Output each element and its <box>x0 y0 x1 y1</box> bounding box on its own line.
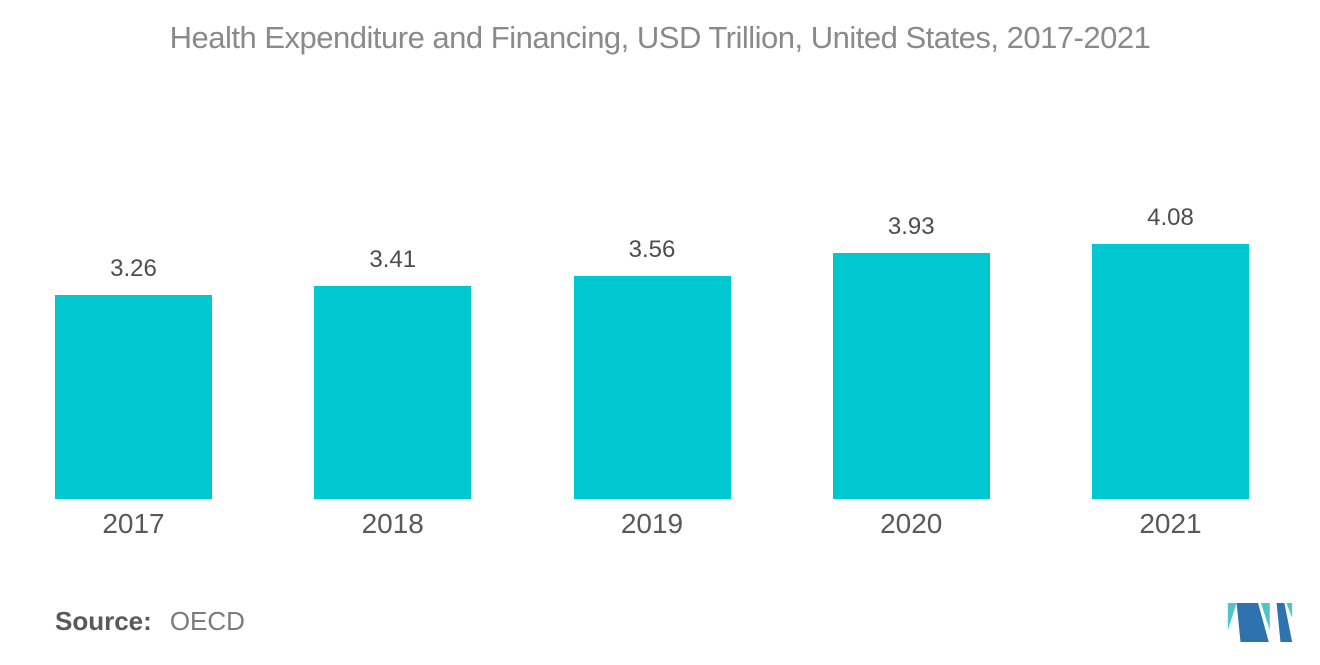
bar-column-2020: 3.93 2020 <box>832 213 990 540</box>
source-label: Source: <box>55 606 152 636</box>
x-axis-label: 2020 <box>880 508 943 539</box>
value-label: 3.26 <box>110 255 157 282</box>
mordor-intelligence-logo <box>1227 603 1293 642</box>
x-axis-label: 2021 <box>1139 508 1202 539</box>
bar-column-2021: 4.08 2021 <box>1092 204 1249 540</box>
x-axis-label: 2018 <box>361 508 424 539</box>
bar-2018 <box>314 286 472 499</box>
bar-2021 <box>1092 244 1249 499</box>
value-label: 3.56 <box>628 236 676 263</box>
bar-chart-plot-area: 3.26 2017 3.41 2018 3.56 2019 3.93 2020 4.08 2021 <box>55 204 1249 540</box>
bar-2017 <box>55 295 212 499</box>
bar-2020 <box>832 253 990 499</box>
value-label: 3.93 <box>887 213 935 240</box>
x-axis-label: 2017 <box>102 508 165 539</box>
bar-column-2018: 3.41 2018 <box>314 246 472 540</box>
x-axis-label: 2019 <box>620 508 684 539</box>
source-line: Source: OECD <box>55 606 245 636</box>
value-label: 3.41 <box>369 246 417 273</box>
source-value: OECD <box>169 606 245 636</box>
bar-column-2017: 3.26 2017 <box>55 255 212 540</box>
bar-column-2019: 3.56 2019 <box>573 236 731 540</box>
value-label: 4.08 <box>1147 204 1194 231</box>
chart-title: Health Expenditure and Financing, USD Tr… <box>169 20 1151 55</box>
bar-2019 <box>573 276 731 499</box>
